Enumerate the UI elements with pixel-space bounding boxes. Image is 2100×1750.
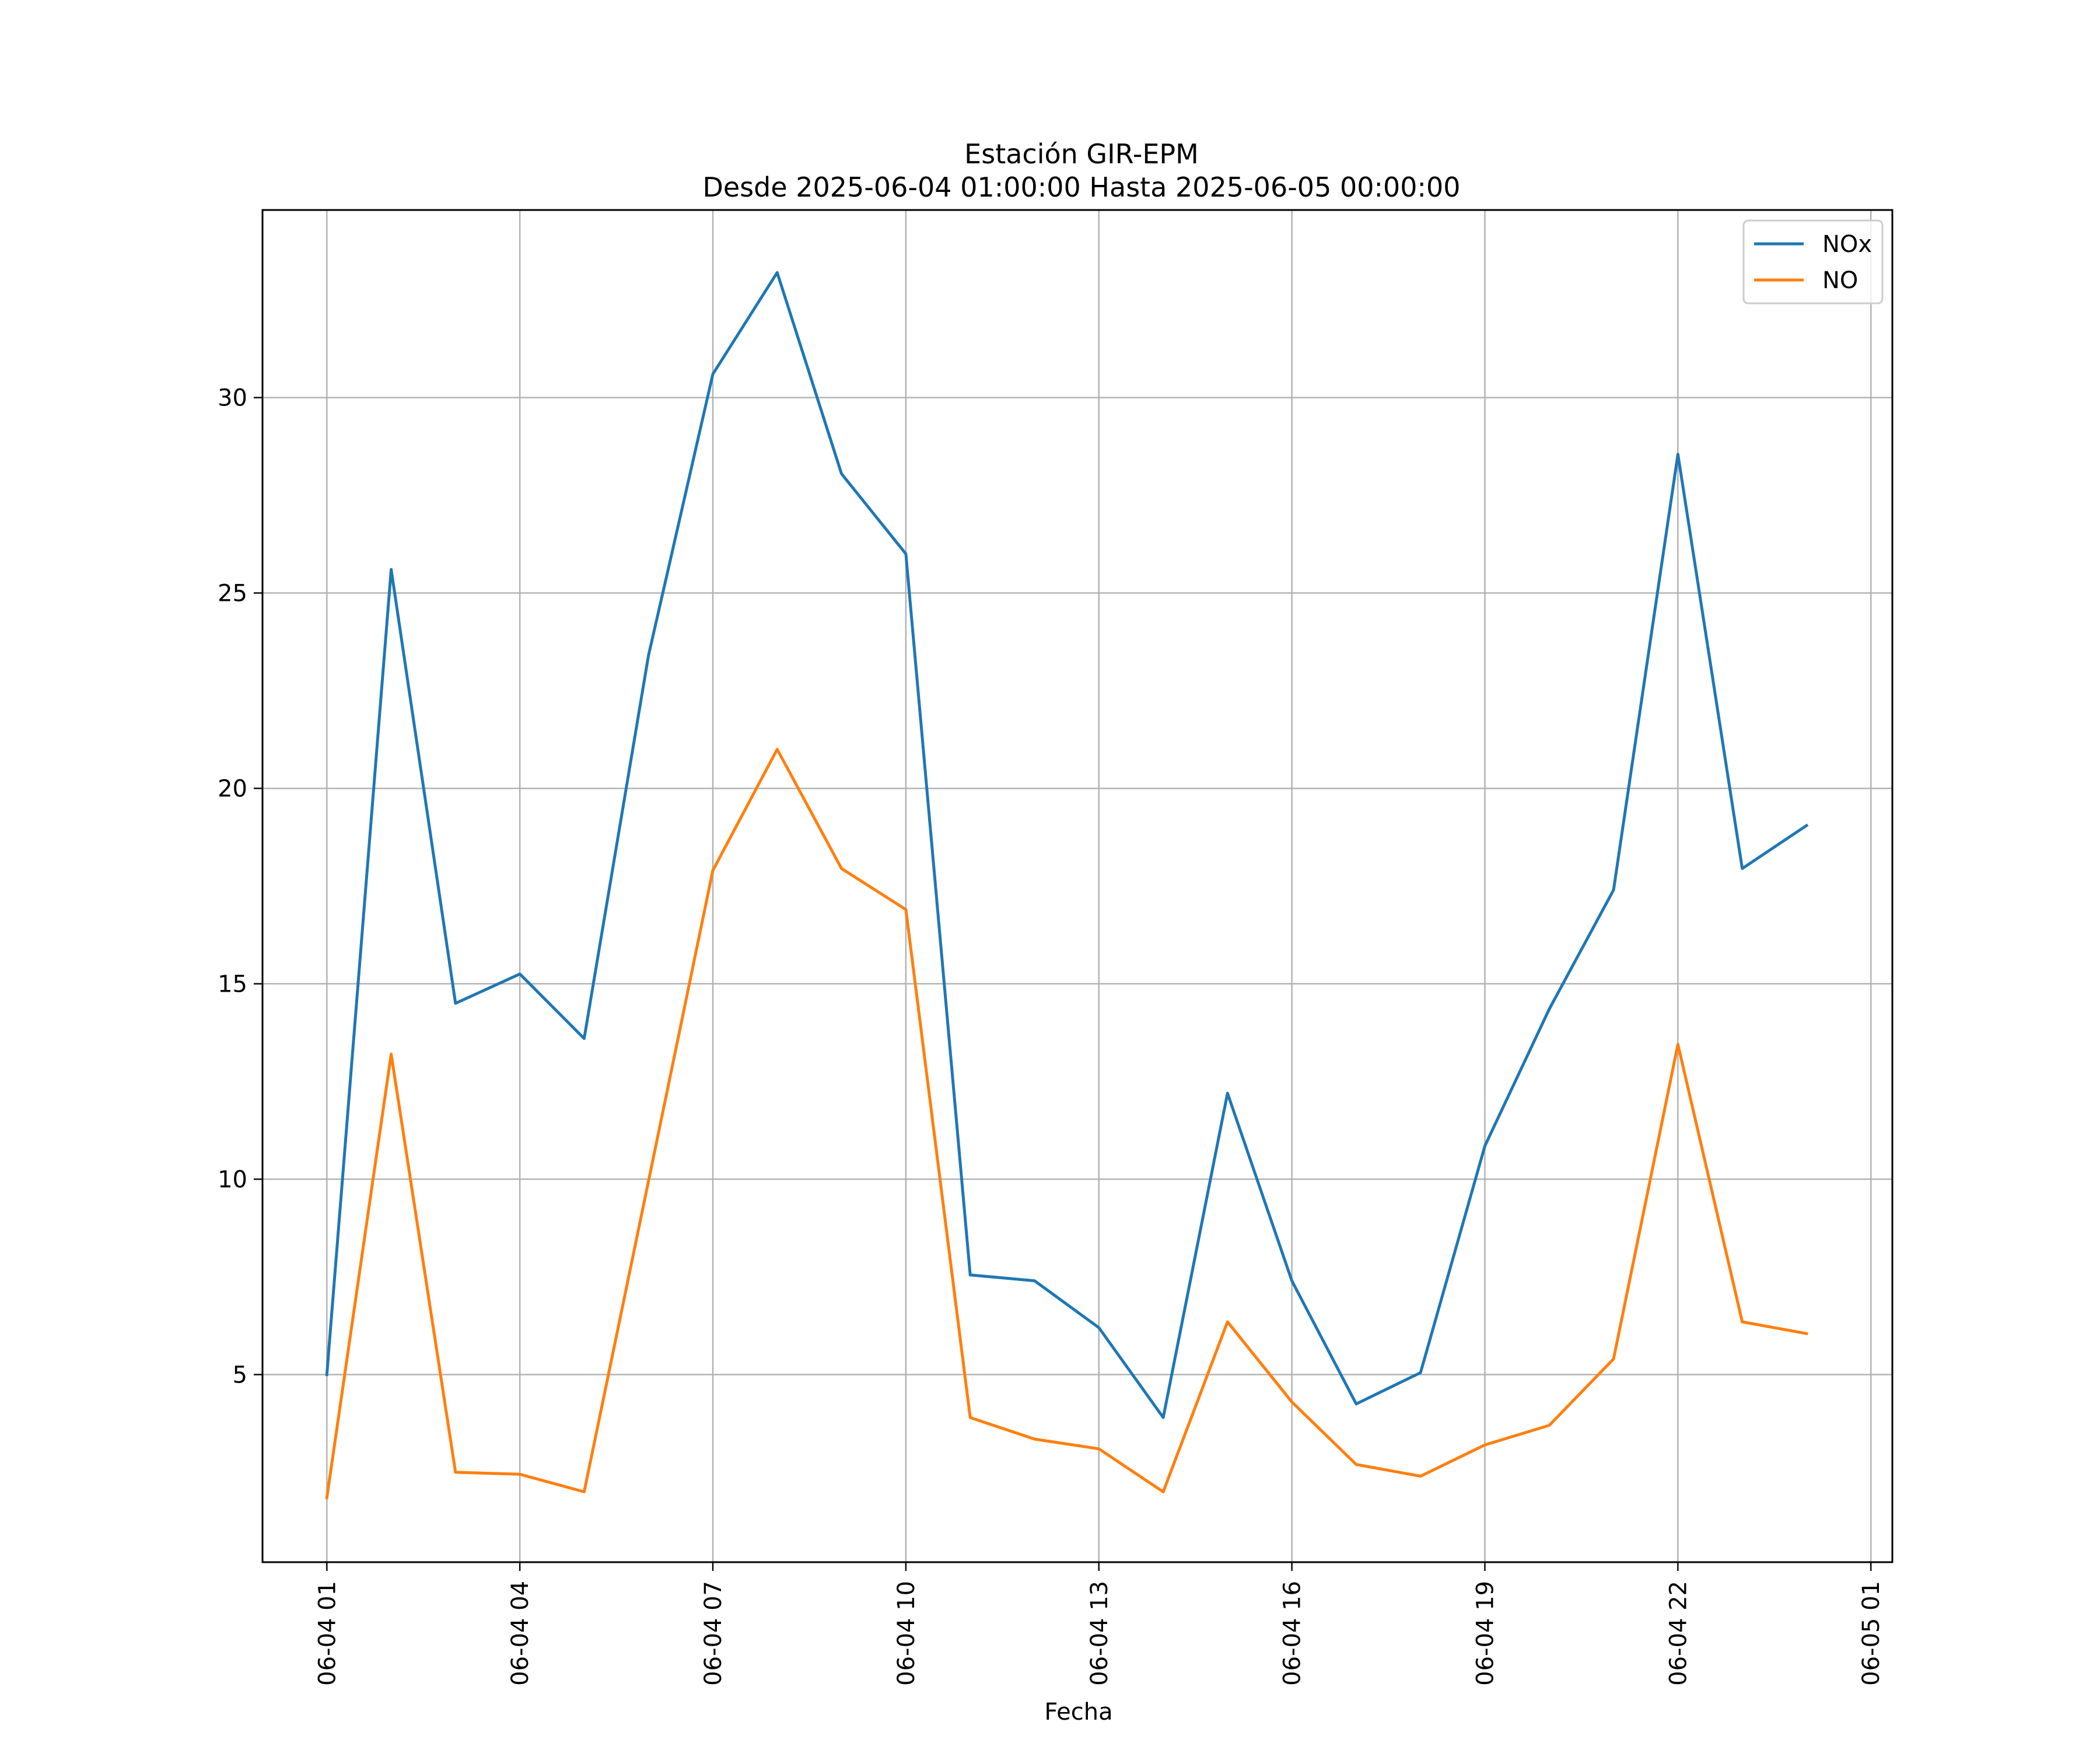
grid-lines xyxy=(262,210,1892,1562)
y-tick-label: 15 xyxy=(218,971,247,998)
x-tick-label: 06-04 22 xyxy=(1665,1581,1692,1686)
x-tick-label: 06-04 13 xyxy=(1086,1581,1113,1686)
plot-frame xyxy=(261,209,1894,1563)
x-tick-label: 06-04 04 xyxy=(507,1581,534,1686)
x-tick-label: 06-04 19 xyxy=(1472,1581,1499,1686)
series-layer xyxy=(325,271,1809,1500)
y-tick-label: 10 xyxy=(218,1166,247,1193)
y-axis: 5 10 15 20 25 30 xyxy=(218,385,262,1388)
x-tick-label: 06-05 01 xyxy=(1858,1581,1885,1686)
chart-title: Estación GIR-EPM xyxy=(964,138,1199,170)
legend-box xyxy=(1742,219,1884,304)
series-line-nox xyxy=(325,271,1809,1419)
x-axis-label: Fecha xyxy=(1044,1699,1112,1726)
legend: NOx NO xyxy=(1742,219,1884,304)
x-tick-label: 06-04 07 xyxy=(700,1581,727,1686)
y-tick-label: 20 xyxy=(218,776,247,803)
x-tick-label: 06-04 16 xyxy=(1279,1581,1306,1686)
legend-label-no: NO xyxy=(1822,267,1858,294)
chart-subtitle: Desde 2025-06-04 01:00:00 Hasta 2025-06-… xyxy=(702,172,1460,203)
y-tick-label: 5 xyxy=(233,1362,247,1388)
legend-label-nox: NOx xyxy=(1822,231,1872,258)
y-tick-label: 30 xyxy=(218,385,247,412)
y-tick-label: 25 xyxy=(218,580,247,607)
x-axis: 06-04 01 06-04 04 06-04 07 06-04 10 06-04 13… xyxy=(314,1562,1885,1686)
series-line-no xyxy=(325,748,1808,1500)
x-tick-label: 06-04 01 xyxy=(314,1581,341,1686)
x-tick-label: 06-04 10 xyxy=(893,1581,920,1686)
